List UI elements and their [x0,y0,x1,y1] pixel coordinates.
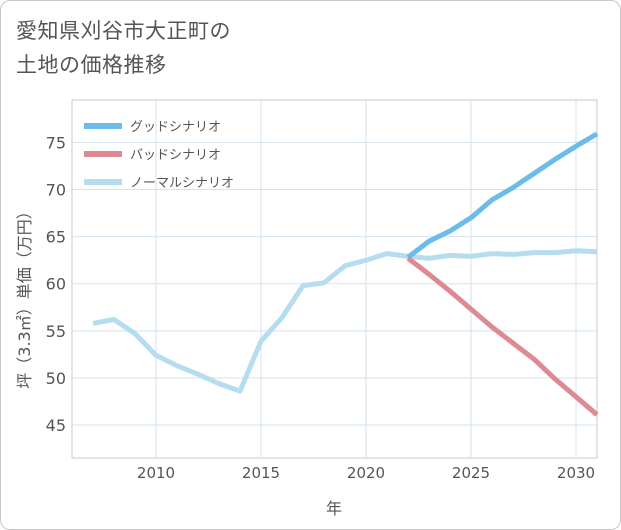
legend-label-1: バッドシナリオ [130,148,221,163]
y-tick-label: 45 [46,416,66,435]
series-line-2 [92,248,598,394]
y-tick-label: 65 [46,228,66,247]
grid-lines [72,100,597,458]
axis-ticks: 2010 2015 2020 2025 2030 45 50 55 60 65 70 75 [46,133,595,482]
x-tick-label: 2030 [557,464,595,482]
legend-label-2: ノーマルシナリオ [130,176,234,191]
chart-title: 愛知県刈谷市大正町の 土地の価格推移 [16,14,231,82]
x-tick-label: 2015 [242,464,280,482]
x-axis-label: 年 [326,499,342,518]
chart-title-line-1: 愛知県刈谷市大正町の [16,19,231,43]
x-tick-label: 2010 [137,464,175,482]
y-tick-label: 60 [46,275,66,294]
series-line-1 [406,256,599,417]
x-tick-label: 2025 [452,464,490,482]
y-tick-label: 50 [46,369,66,388]
series-line-0 [406,131,599,260]
y-axis-label: 坪（3.3㎡）単価（万円） [15,203,34,388]
y-tick-label: 55 [46,322,66,341]
y-tick-label: 75 [46,133,66,152]
series-lines [92,131,599,417]
chart-title-line-2: 土地の価格推移 [16,53,167,77]
x-tick-label: 2020 [347,464,385,482]
plot-area [71,99,598,459]
y-tick-label: 70 [46,181,66,200]
legend-label-0: グッドシナリオ [130,120,221,135]
